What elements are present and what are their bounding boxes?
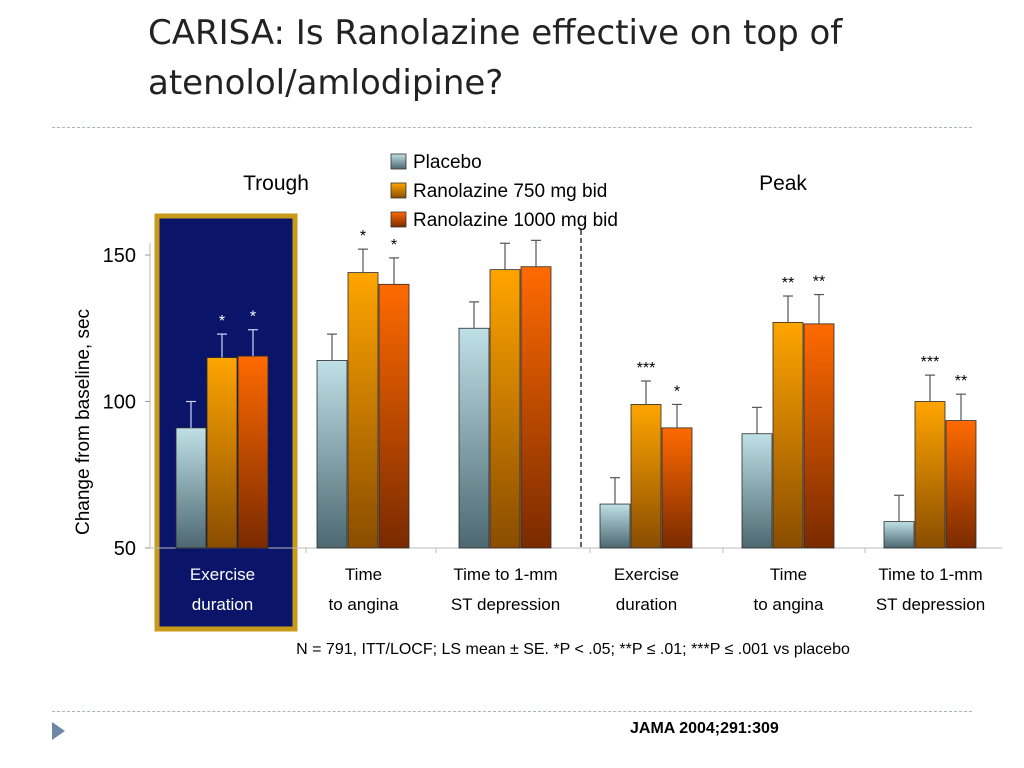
group-label-peak: Peak xyxy=(759,172,807,195)
bar xyxy=(175,427,207,549)
legend-label: Ranolazine 1000 mg bid xyxy=(413,210,618,231)
bottom-divider xyxy=(52,711,972,712)
bar xyxy=(206,357,238,549)
legend-swatch xyxy=(390,153,407,170)
significance-marker: * xyxy=(219,313,225,330)
bar xyxy=(520,266,552,549)
bar xyxy=(741,433,773,549)
significance-marker: ** xyxy=(813,274,825,291)
bar xyxy=(489,269,521,549)
category-label-line1: Time xyxy=(770,565,807,584)
source-citation: JAMA 2004;291:309 xyxy=(630,720,779,737)
significance-marker: * xyxy=(360,228,366,245)
significance-marker: * xyxy=(250,309,256,326)
significance-marker: ** xyxy=(955,373,967,390)
top-divider xyxy=(52,127,972,128)
category-label-line2: ST depression xyxy=(451,595,560,614)
bar xyxy=(883,521,915,549)
bar xyxy=(237,355,269,549)
chart-footnote: N = 791, ITT/LOCF; LS mean ± SE. *P < .0… xyxy=(296,641,850,658)
y-axis-label: Change from baseline, sec xyxy=(73,309,94,535)
y-tick-label: 50 xyxy=(114,538,136,560)
bar xyxy=(630,404,662,549)
legend-swatch xyxy=(390,182,407,199)
slide-title-line-1: CARISA: Is Ranolazine effective on top o… xyxy=(148,13,843,53)
y-tick-label: 150 xyxy=(103,245,136,267)
bar xyxy=(316,360,348,549)
legend-label: Ranolazine 750 mg bid xyxy=(413,181,607,202)
significance-marker: * xyxy=(674,383,680,400)
category-label-line1: Time xyxy=(345,565,382,584)
legend-swatch xyxy=(390,211,407,228)
category-label-line1: Exercise xyxy=(614,565,679,584)
y-tick-label: 100 xyxy=(103,392,136,414)
category-label-line2: duration xyxy=(616,595,677,614)
category-label-line2: ST depression xyxy=(876,595,985,614)
group-label-trough: Trough xyxy=(243,172,309,195)
bar xyxy=(772,321,804,549)
bar-chart: 50 100 150 Change from baseline, sec Trough P… xyxy=(73,152,1002,658)
category-label-line1: Time to 1-mm xyxy=(453,565,557,584)
bar xyxy=(458,327,490,549)
bar xyxy=(347,272,379,549)
bar xyxy=(945,420,977,549)
slide-title-line-2: atenolol/amlodipine? xyxy=(148,63,504,103)
category-label-line2: duration xyxy=(192,595,253,614)
category-label-line1: Time to 1-mm xyxy=(878,565,982,584)
legend-label: Placebo xyxy=(413,152,482,173)
bar xyxy=(661,427,693,549)
bullet-arrow-icon xyxy=(52,722,65,740)
bar xyxy=(914,401,946,549)
bar xyxy=(803,323,835,549)
significance-marker: *** xyxy=(921,354,940,371)
category-label-line1: Exercise xyxy=(190,565,255,584)
significance-marker: ** xyxy=(782,275,794,292)
significance-marker: * xyxy=(391,237,397,254)
significance-marker: *** xyxy=(637,360,656,377)
slide-title: CARISA: Is Ranolazine effective on top o… xyxy=(148,8,1008,108)
category-label-line2: to angina xyxy=(329,595,399,614)
category-label-line2: to angina xyxy=(754,595,824,614)
bar xyxy=(378,283,410,549)
bar xyxy=(599,503,631,549)
